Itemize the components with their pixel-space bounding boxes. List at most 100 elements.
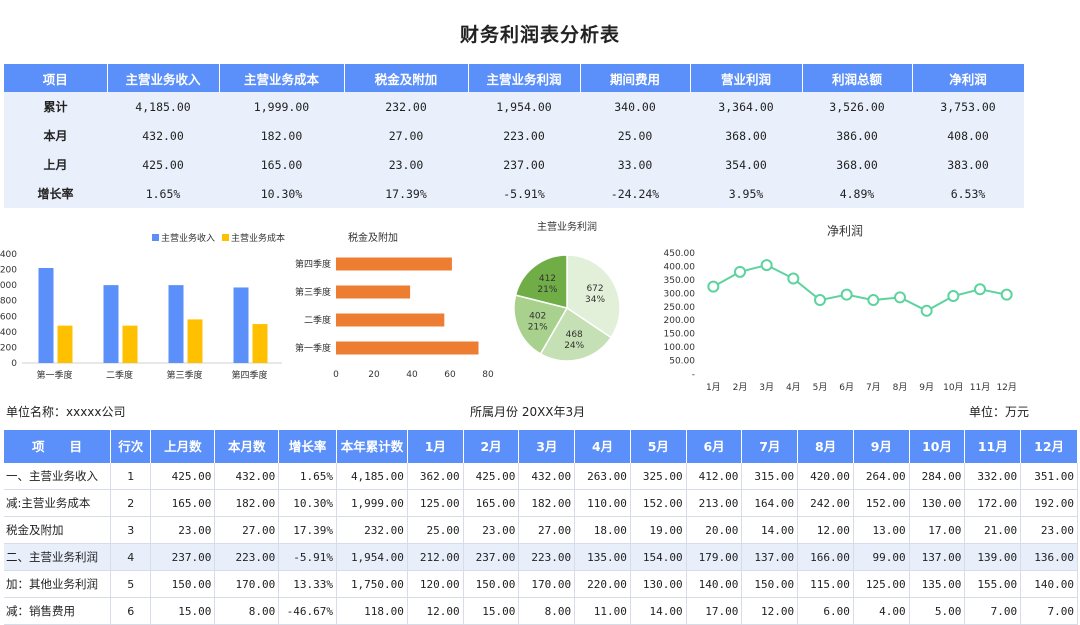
table-cell: 284.00 xyxy=(909,463,966,490)
table-cell: 120.00 xyxy=(407,570,464,598)
detail-header-cell: 3月 xyxy=(518,430,576,463)
detail-table: 项 目行次 上月数 本月数 增长率 本年累计数 1月 2月 3月 4月 5月 6月 7月 8月 9月 10月… xyxy=(4,430,1078,625)
data-point xyxy=(867,294,880,307)
summary-cell: 368.00 xyxy=(802,150,912,179)
table-cell: 12.00 xyxy=(407,597,464,625)
table-cell: 242.00 xyxy=(797,489,854,517)
table-cell: 332.00 xyxy=(964,463,1022,490)
x-tick-label: 8月 xyxy=(893,382,908,393)
table-cell: 362.00 xyxy=(407,463,464,490)
row-label: 加：其他业务利润 xyxy=(4,570,111,598)
summary-cell: 17.39% xyxy=(344,179,468,208)
bar-revenue xyxy=(38,268,54,363)
table-cell: 150.00 xyxy=(463,570,520,598)
table-cell: -5.91% xyxy=(278,543,337,571)
table-cell: 137.00 xyxy=(741,543,799,571)
pie-value-label: 672 xyxy=(586,284,603,294)
table-cell: 165.00 xyxy=(150,489,216,517)
summary-row: 增长率 1.65% 10.30% 17.39% -5.91% -24.24% 3.95% 4.… xyxy=(4,179,1024,208)
x-tick-label: 80 xyxy=(482,370,494,380)
data-point xyxy=(814,294,826,307)
detail-header-cell: 7月 xyxy=(741,430,799,463)
table-cell: 154.00 xyxy=(630,543,687,571)
table-row: 二、主营业务利润 4 237.00 223.00 -5.91% 1,954.00 212.0… xyxy=(4,543,1078,571)
table-cell: 125.00 xyxy=(407,489,464,517)
table-cell: 213.00 xyxy=(686,489,743,517)
pie-percent-label: 24% xyxy=(564,341,584,351)
table-cell: 99.00 xyxy=(853,543,910,571)
y-tick-label: 第一季度 xyxy=(295,342,331,354)
x-tick-label: 1月 xyxy=(706,382,721,393)
y-tick-label: 300.00 xyxy=(664,289,696,299)
table-cell: 5.00 xyxy=(909,597,966,625)
table-cell: 223.00 xyxy=(214,543,280,571)
y-tick-label: 50.00 xyxy=(669,357,695,367)
table-cell: 7.00 xyxy=(1020,597,1078,625)
summary-row: 本月 432.00 182.00 27.00 223.00 25.00 368.00 386.… xyxy=(4,121,1024,150)
table-cell: 351.00 xyxy=(1020,463,1078,490)
bar-cost xyxy=(122,325,138,363)
summary-header-cell: 期间费用 xyxy=(580,64,691,92)
summary-cell: 354.00 xyxy=(690,150,802,179)
data-point xyxy=(787,272,800,285)
row-label: 税金及附加 xyxy=(4,516,111,544)
summary-cell: 165.00 xyxy=(219,150,344,179)
row-label: 减：销售费用 xyxy=(4,597,111,625)
table-cell: 118.00 xyxy=(336,597,408,625)
table-cell: 27.00 xyxy=(214,516,280,544)
table-cell: 164.00 xyxy=(741,489,799,517)
detail-header-cell: 8月 xyxy=(797,430,854,463)
y-tick-label: 400.00 xyxy=(664,262,696,272)
pie-slice xyxy=(539,306,613,362)
summary-row-label: 本月 xyxy=(4,121,107,150)
pie-value-label: 402 xyxy=(529,311,546,321)
detail-header-cell: 2月 xyxy=(463,430,520,463)
y-tick-label: - xyxy=(692,370,695,380)
bar-revenue xyxy=(168,285,184,363)
data-point xyxy=(707,280,720,293)
y-tick-label: 250.00 xyxy=(664,303,696,313)
x-tick-label: 第四季度 xyxy=(231,369,267,381)
table-cell: 15.00 xyxy=(463,597,520,625)
bar-revenue xyxy=(233,287,249,363)
table-row: 税金及附加 3 23.00 27.00 17.39% 232.00 25.00 23.00 27… xyxy=(4,516,1078,544)
table-cell: 325.00 xyxy=(630,463,687,490)
summary-header-cell: 项目 xyxy=(4,64,108,92)
pie-value-label: 468 xyxy=(566,330,583,340)
table-cell: 18.00 xyxy=(574,516,631,544)
y-tick-label: 1400 xyxy=(0,250,17,260)
table-cell: 17.39% xyxy=(278,516,337,544)
table-cell: -46.67% xyxy=(278,597,337,625)
table-cell: 220.00 xyxy=(574,570,631,598)
table-cell: 27.00 xyxy=(518,516,576,544)
legend-swatch xyxy=(222,234,229,241)
table-cell: 23.00 xyxy=(150,516,216,544)
table-cell: 425.00 xyxy=(150,463,216,490)
table-cell: 1,954.00 xyxy=(336,543,408,571)
detail-header-cell: 12月 xyxy=(1020,430,1078,463)
table-cell: 135.00 xyxy=(574,543,631,571)
summary-cell: 23.00 xyxy=(344,150,468,179)
table-cell: 412.00 xyxy=(686,463,743,490)
table-cell: 136.00 xyxy=(1020,543,1078,571)
row-label: 减:主营业务成本 xyxy=(4,489,111,517)
net-profit-line xyxy=(712,264,1007,312)
row-index: 1 xyxy=(110,463,152,490)
table-cell: 152.00 xyxy=(853,489,910,517)
summary-header-cell: 利润总额 xyxy=(802,64,913,92)
table-cell: 140.00 xyxy=(686,570,743,598)
data-point xyxy=(734,265,746,278)
table-cell: 6.00 xyxy=(797,597,854,625)
chart-title: 税金及附加 xyxy=(348,231,398,244)
x-tick-label: 20 xyxy=(368,370,380,380)
table-cell: 150.00 xyxy=(741,570,799,598)
summary-row: 上月 425.00 165.00 23.00 237.00 33.00 354.00 368.… xyxy=(4,150,1024,179)
table-cell: 237.00 xyxy=(463,543,520,571)
table-cell: 420.00 xyxy=(797,463,854,490)
detail-header-cell: 本月数 xyxy=(214,430,280,463)
table-cell: 223.00 xyxy=(518,543,576,571)
table-cell: 14.00 xyxy=(630,597,687,625)
table-cell: 14.00 xyxy=(741,516,799,544)
summary-cell: 223.00 xyxy=(468,121,580,150)
table-cell: 25.00 xyxy=(407,516,464,544)
